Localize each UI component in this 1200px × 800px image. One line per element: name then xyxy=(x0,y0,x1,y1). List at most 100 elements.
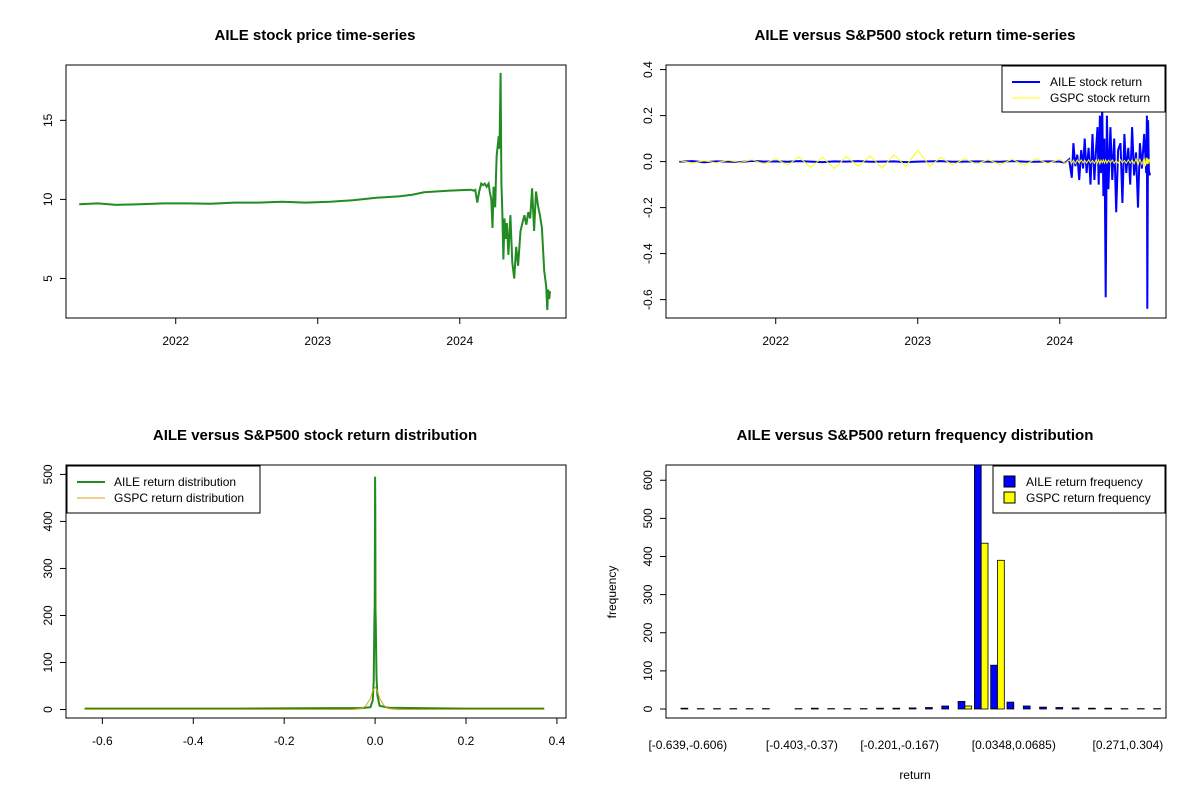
chart-title: AILE versus S&P500 return frequency dist… xyxy=(737,427,1094,444)
y-tick-label: 0 xyxy=(41,706,55,713)
y-tick-label: -0.6 xyxy=(641,289,655,310)
y-tick-label: 600 xyxy=(641,470,655,490)
y-tick-label: 400 xyxy=(41,511,55,531)
legend-label-aile: AILE return frequency xyxy=(1026,475,1143,489)
legend: AILE return distribution GSPC return dis… xyxy=(66,465,261,514)
y-tick-label: 300 xyxy=(641,584,655,604)
y-axis: 0 100 200 300 400 500 600 xyxy=(641,470,667,712)
bar-aile xyxy=(1022,705,1031,710)
y-tick-label: 0 xyxy=(641,705,655,712)
bar-aile xyxy=(680,707,689,710)
x-tick-label: [-0.639,-0.606) xyxy=(648,738,727,752)
bar-aile xyxy=(1104,707,1113,710)
bar-gspc xyxy=(997,559,1005,710)
x-axis: 2022 2023 2024 xyxy=(162,317,473,348)
bar-aile xyxy=(925,707,933,710)
x-tick-label: 2022 xyxy=(162,334,189,348)
y-tick-label: 500 xyxy=(641,508,655,528)
y-tick-label: 10 xyxy=(41,192,55,206)
chart-title: AILE versus S&P500 stock return distribu… xyxy=(153,427,477,444)
x-tick-label: [0.271,0.304) xyxy=(1093,738,1164,752)
bar-aile xyxy=(941,705,949,710)
y-tick-label: 0.4 xyxy=(641,61,655,78)
bar-aile xyxy=(1088,707,1096,710)
return-lines xyxy=(679,104,1151,309)
y-axis: 0 100 200 300 400 500 xyxy=(41,464,67,713)
x-tick-label: 2023 xyxy=(304,334,331,348)
bar-aile xyxy=(1039,706,1047,710)
panel-returns: AILE versus S&P500 stock return time-ser… xyxy=(641,27,1167,348)
x-tick-label: 2022 xyxy=(762,334,789,348)
x-tick-label: 0.2 xyxy=(458,734,475,748)
bar-gspc xyxy=(964,705,973,710)
x-tick-label: -0.6 xyxy=(92,734,113,748)
x-tick-label: 2024 xyxy=(1046,334,1073,348)
x-axis: [-0.639,-0.606) [-0.403,-0.37) [-0.201,-0.… xyxy=(648,738,1163,752)
x-axis-label: return xyxy=(899,768,930,782)
bar-aile xyxy=(974,464,982,710)
bar-aile xyxy=(990,664,998,710)
bar-aile xyxy=(1006,701,1015,710)
y-tick-label: 300 xyxy=(41,558,55,578)
legend-label-gspc: GSPC return frequency xyxy=(1026,491,1151,505)
y-tick-label: 15 xyxy=(41,113,55,127)
x-tick-label: [-0.403,-0.37) xyxy=(766,738,838,752)
bar-aile xyxy=(1055,707,1064,710)
bar-aile xyxy=(892,707,901,710)
legend-label-aile: AILE return distribution xyxy=(114,475,236,489)
x-tick-label: [-0.201,-0.167) xyxy=(860,738,939,752)
chart-title: AILE stock price time-series xyxy=(215,27,416,44)
y-axis: 5 10 15 xyxy=(41,113,67,282)
bar-aile xyxy=(908,707,917,710)
legend: AILE return frequency GSPC return freque… xyxy=(992,465,1166,514)
legend-label-gspc: GSPC stock return xyxy=(1050,91,1150,105)
bar-aile xyxy=(876,707,884,710)
x-tick-label: 2024 xyxy=(446,334,473,348)
panel-price: AILE stock price time-series 2022 2023 202… xyxy=(41,27,567,348)
y-tick-label: 5 xyxy=(41,275,55,282)
series-line-aile-return xyxy=(679,104,1151,309)
x-tick-label: -0.4 xyxy=(183,734,204,748)
y-tick-label: 0.2 xyxy=(641,107,655,124)
series-line-price xyxy=(79,72,551,311)
y-tick-label: 400 xyxy=(641,546,655,566)
y-tick-label: 0.0 xyxy=(641,153,655,170)
x-tick-label: -0.2 xyxy=(274,734,295,748)
bar-aile xyxy=(1071,707,1080,710)
legend-label-gspc: GSPC return distribution xyxy=(114,491,244,505)
series-line-gspc-density xyxy=(84,686,545,710)
price-line xyxy=(79,72,551,311)
panel-frequency: AILE versus S&P500 return frequency dist… xyxy=(605,427,1167,782)
chart-title: AILE versus S&P500 stock return time-ser… xyxy=(755,27,1076,44)
x-tick-label: 0.4 xyxy=(549,734,566,748)
bar-aile xyxy=(957,701,966,710)
x-axis: 2022 2023 2024 xyxy=(762,317,1073,348)
plot-frame xyxy=(65,64,567,319)
bar-aile xyxy=(811,707,819,710)
y-tick-label: -0.2 xyxy=(641,197,655,218)
legend-box xyxy=(66,465,261,514)
series-line-gspc-return xyxy=(679,149,1151,170)
y-tick-label: -0.4 xyxy=(641,243,655,264)
frequency-bars xyxy=(680,464,1161,710)
legend-swatch-aile xyxy=(1003,475,1016,488)
legend-box xyxy=(1001,65,1166,113)
y-tick-label: 500 xyxy=(41,464,55,484)
bar-gspc xyxy=(980,542,989,710)
y-tick-label: 100 xyxy=(41,652,55,672)
panel-density: AILE versus S&P500 stock return distribu… xyxy=(41,427,567,748)
density-lines xyxy=(84,476,545,710)
legend-label-aile: AILE stock return xyxy=(1050,75,1142,89)
y-tick-label: 200 xyxy=(41,605,55,625)
x-tick-label: [0.0348,0.0685) xyxy=(972,738,1056,752)
x-tick-label: 2023 xyxy=(904,334,931,348)
legend-swatch-gspc xyxy=(1003,491,1016,504)
x-tick-label: 0.0 xyxy=(367,734,384,748)
legend: AILE stock return GSPC stock return xyxy=(1001,65,1166,113)
y-axis-label: frequency xyxy=(605,566,619,619)
y-axis: 0.4 0.2 0.0 -0.2 -0.4 -0.6 xyxy=(641,61,667,310)
y-tick-label: 200 xyxy=(641,622,655,642)
legend-box xyxy=(992,465,1166,514)
y-tick-label: 100 xyxy=(641,661,655,681)
